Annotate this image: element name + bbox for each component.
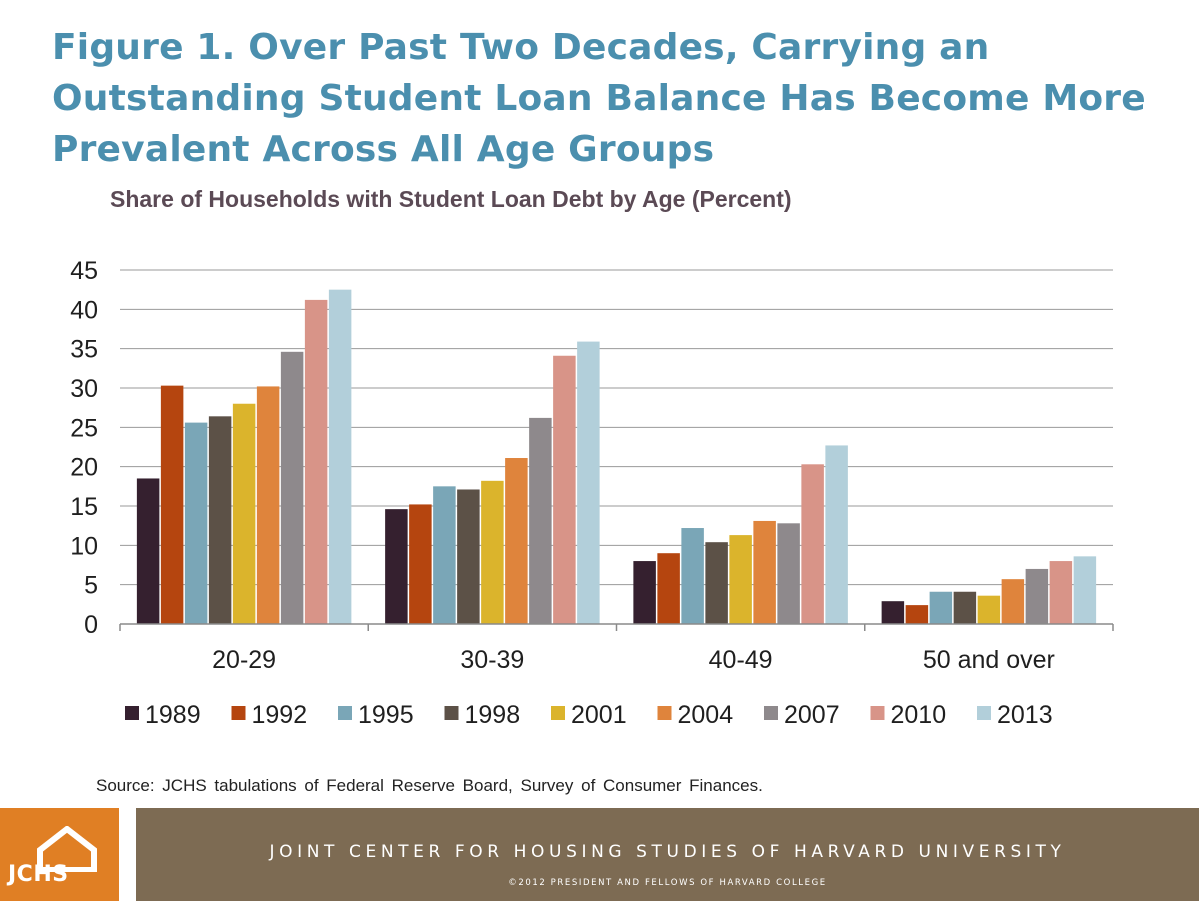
bars: [136, 289, 1097, 624]
x-tick-label: 20-29: [212, 646, 276, 674]
bar-50-and-over-1998: [953, 591, 977, 624]
bar-20-29-2007: [280, 351, 304, 624]
footer-org-name: JOINT CENTER FOR HOUSING STUDIES OF HARV…: [269, 842, 1066, 862]
legend-swatch: [657, 706, 672, 720]
legend-swatch: [764, 706, 778, 720]
legend-item-2013: 2013: [977, 701, 1053, 729]
jchs-logo: JCHS: [0, 808, 119, 901]
bar-20-29-2013: [328, 289, 352, 624]
bar-40-49-1998: [705, 542, 728, 624]
x-tick-label: 50 and over: [923, 646, 1055, 674]
bar-20-29-1998: [208, 416, 232, 624]
bar-40-49-1992: [657, 553, 680, 624]
logo-text: JCHS: [8, 862, 69, 887]
chart-title: Share of Households with Student Loan De…: [110, 186, 792, 212]
y-tick-label: 35: [70, 336, 98, 364]
y-tick-label: 30: [70, 375, 98, 403]
legend-item-1989: 1989: [125, 701, 201, 729]
legend-item-1998: 1998: [444, 701, 521, 729]
footer-band: JOINT CENTER FOR HOUSING STUDIES OF HARV…: [136, 808, 1199, 901]
legend-label: 1992: [252, 701, 308, 729]
source-note: Source: JCHS tabulations of Federal Rese…: [96, 776, 763, 795]
legend-label: 2001: [571, 701, 627, 729]
legend-swatch: [977, 706, 991, 720]
y-tick-label: 5: [84, 572, 98, 600]
bar-50-and-over-1992: [905, 605, 929, 624]
y-tick-label: 0: [84, 611, 98, 639]
bar-50-and-over-2001: [977, 595, 1001, 624]
bar-20-29-2010: [304, 299, 328, 624]
bar-20-29-2004: [256, 386, 280, 624]
bar-20-29-1989: [136, 478, 160, 624]
y-tick-label: 25: [70, 414, 98, 442]
bar-40-49-1989: [633, 561, 656, 624]
bar-20-29-1995: [184, 422, 208, 624]
y-axis-ticks: 0 5 10 15 20 25 30 35 40 45: [70, 257, 98, 639]
bar-30-39-2001: [481, 480, 504, 624]
y-tick-label: 45: [70, 257, 98, 285]
bar-50-and-over-2010: [1049, 561, 1073, 624]
bar-50-and-over-2004: [1001, 579, 1025, 624]
legend-item-2004: 2004: [657, 701, 734, 729]
bar-20-29-2001: [232, 403, 256, 624]
legend-swatch: [870, 706, 885, 720]
legend-swatch: [444, 706, 459, 720]
legend-swatch: [231, 706, 246, 720]
bar-30-39-1989: [385, 509, 408, 624]
legend-item-1995: 1995: [338, 701, 414, 729]
x-axis-ticks: 20-29 30-39 40-49 50 and over: [212, 646, 1055, 674]
bar-30-39-2010: [553, 355, 576, 624]
legend-swatch: [125, 706, 139, 720]
y-tick-label: 10: [70, 532, 98, 560]
y-tick-label: 40: [70, 296, 98, 324]
legend-item-2007: 2007: [764, 701, 840, 729]
bar-50-and-over-1989: [881, 601, 905, 624]
legend-item-2001: 2001: [551, 701, 627, 729]
bar-30-39-2004: [505, 458, 528, 624]
legend-label: 1989: [145, 701, 201, 729]
legend-swatch: [551, 706, 565, 720]
bar-30-39-1992: [409, 504, 432, 624]
x-axis: [119, 623, 1114, 631]
bar-chart: 0 5 10 15 20 25 30 35 40 45 20-29 30-39 40-49 50 and…: [70, 257, 1114, 729]
bar-40-49-2013: [825, 445, 848, 624]
bar-40-49-1995: [681, 528, 704, 624]
bar-40-49-2010: [801, 464, 824, 624]
legend-label: 2004: [678, 701, 734, 729]
bar-30-39-2007: [529, 417, 552, 624]
footer-divider: [119, 808, 136, 901]
bar-30-39-2013: [577, 341, 600, 624]
bar-30-39-1998: [457, 489, 480, 624]
y-tick-label: 15: [70, 493, 98, 521]
legend-item-2010: 2010: [870, 701, 947, 729]
bar-20-29-1992: [160, 385, 184, 624]
legend-label: 2013: [997, 701, 1053, 729]
bar-40-49-2004: [753, 520, 776, 624]
house-icon: [37, 826, 97, 872]
bar-50-and-over-1995: [929, 591, 953, 624]
footer-copyright: ©2012 PRESIDENT AND FELLOWS OF HARVARD C…: [508, 878, 827, 888]
bar-30-39-1995: [433, 486, 456, 624]
legend-label: 1995: [358, 701, 414, 729]
bar-40-49-2001: [729, 535, 752, 624]
bar-50-and-over-2013: [1073, 556, 1097, 624]
y-tick-label: 20: [70, 454, 98, 482]
legend-label: 2010: [891, 701, 947, 729]
x-tick-label: 30-39: [460, 646, 524, 674]
legend-label: 2007: [784, 701, 840, 729]
legend: 1989 1992 1995 1998 2001 2004 2007 2010 2013: [125, 701, 1053, 729]
slide-title: Figure 1. Over Past Two Decades, Carryin…: [52, 27, 1146, 170]
x-tick-label: 40-49: [709, 646, 773, 674]
legend-swatch: [338, 706, 352, 720]
legend-item-1992: 1992: [231, 701, 308, 729]
bar-50-and-over-2007: [1025, 568, 1049, 624]
legend-label: 1998: [465, 701, 521, 729]
bar-40-49-2007: [777, 523, 800, 624]
